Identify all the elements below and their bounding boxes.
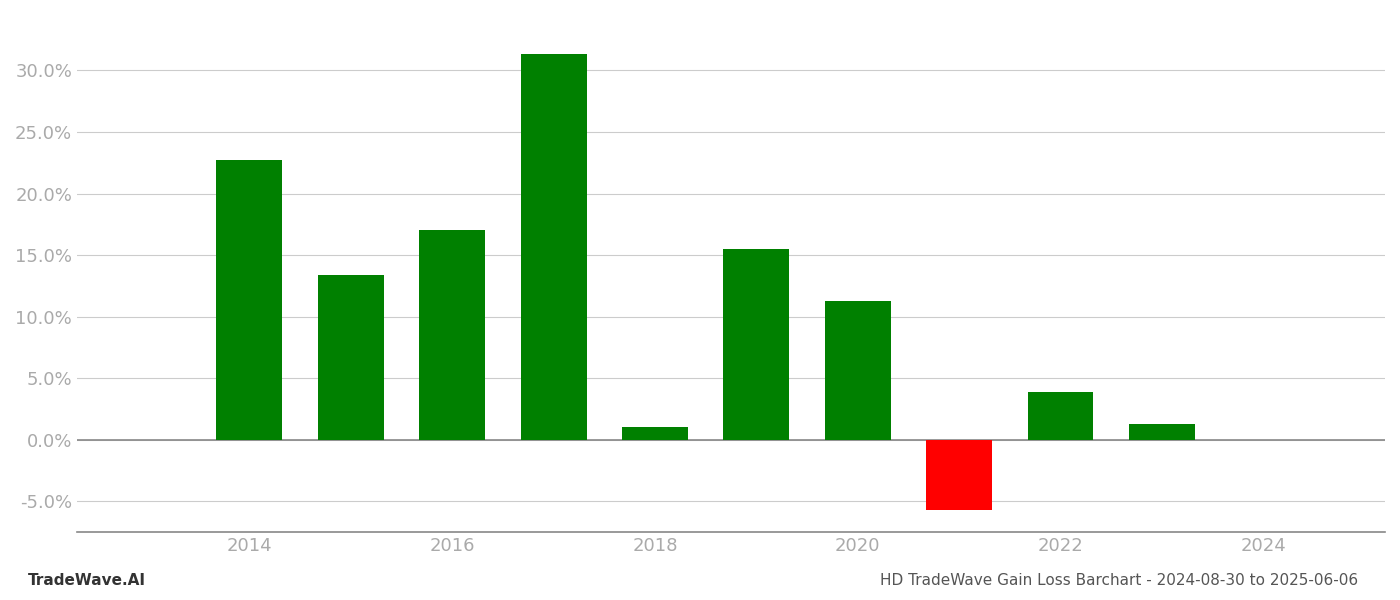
Bar — [521, 55, 587, 440]
Bar — [419, 230, 486, 440]
Bar — [1128, 424, 1194, 440]
Bar — [1028, 392, 1093, 440]
Bar — [927, 440, 993, 510]
Bar — [318, 275, 384, 440]
Bar — [217, 160, 283, 440]
Bar — [825, 301, 890, 440]
Bar — [622, 427, 687, 440]
Text: TradeWave.AI: TradeWave.AI — [28, 573, 146, 588]
Text: HD TradeWave Gain Loss Barchart - 2024-08-30 to 2025-06-06: HD TradeWave Gain Loss Barchart - 2024-0… — [879, 573, 1358, 588]
Bar — [724, 249, 790, 440]
